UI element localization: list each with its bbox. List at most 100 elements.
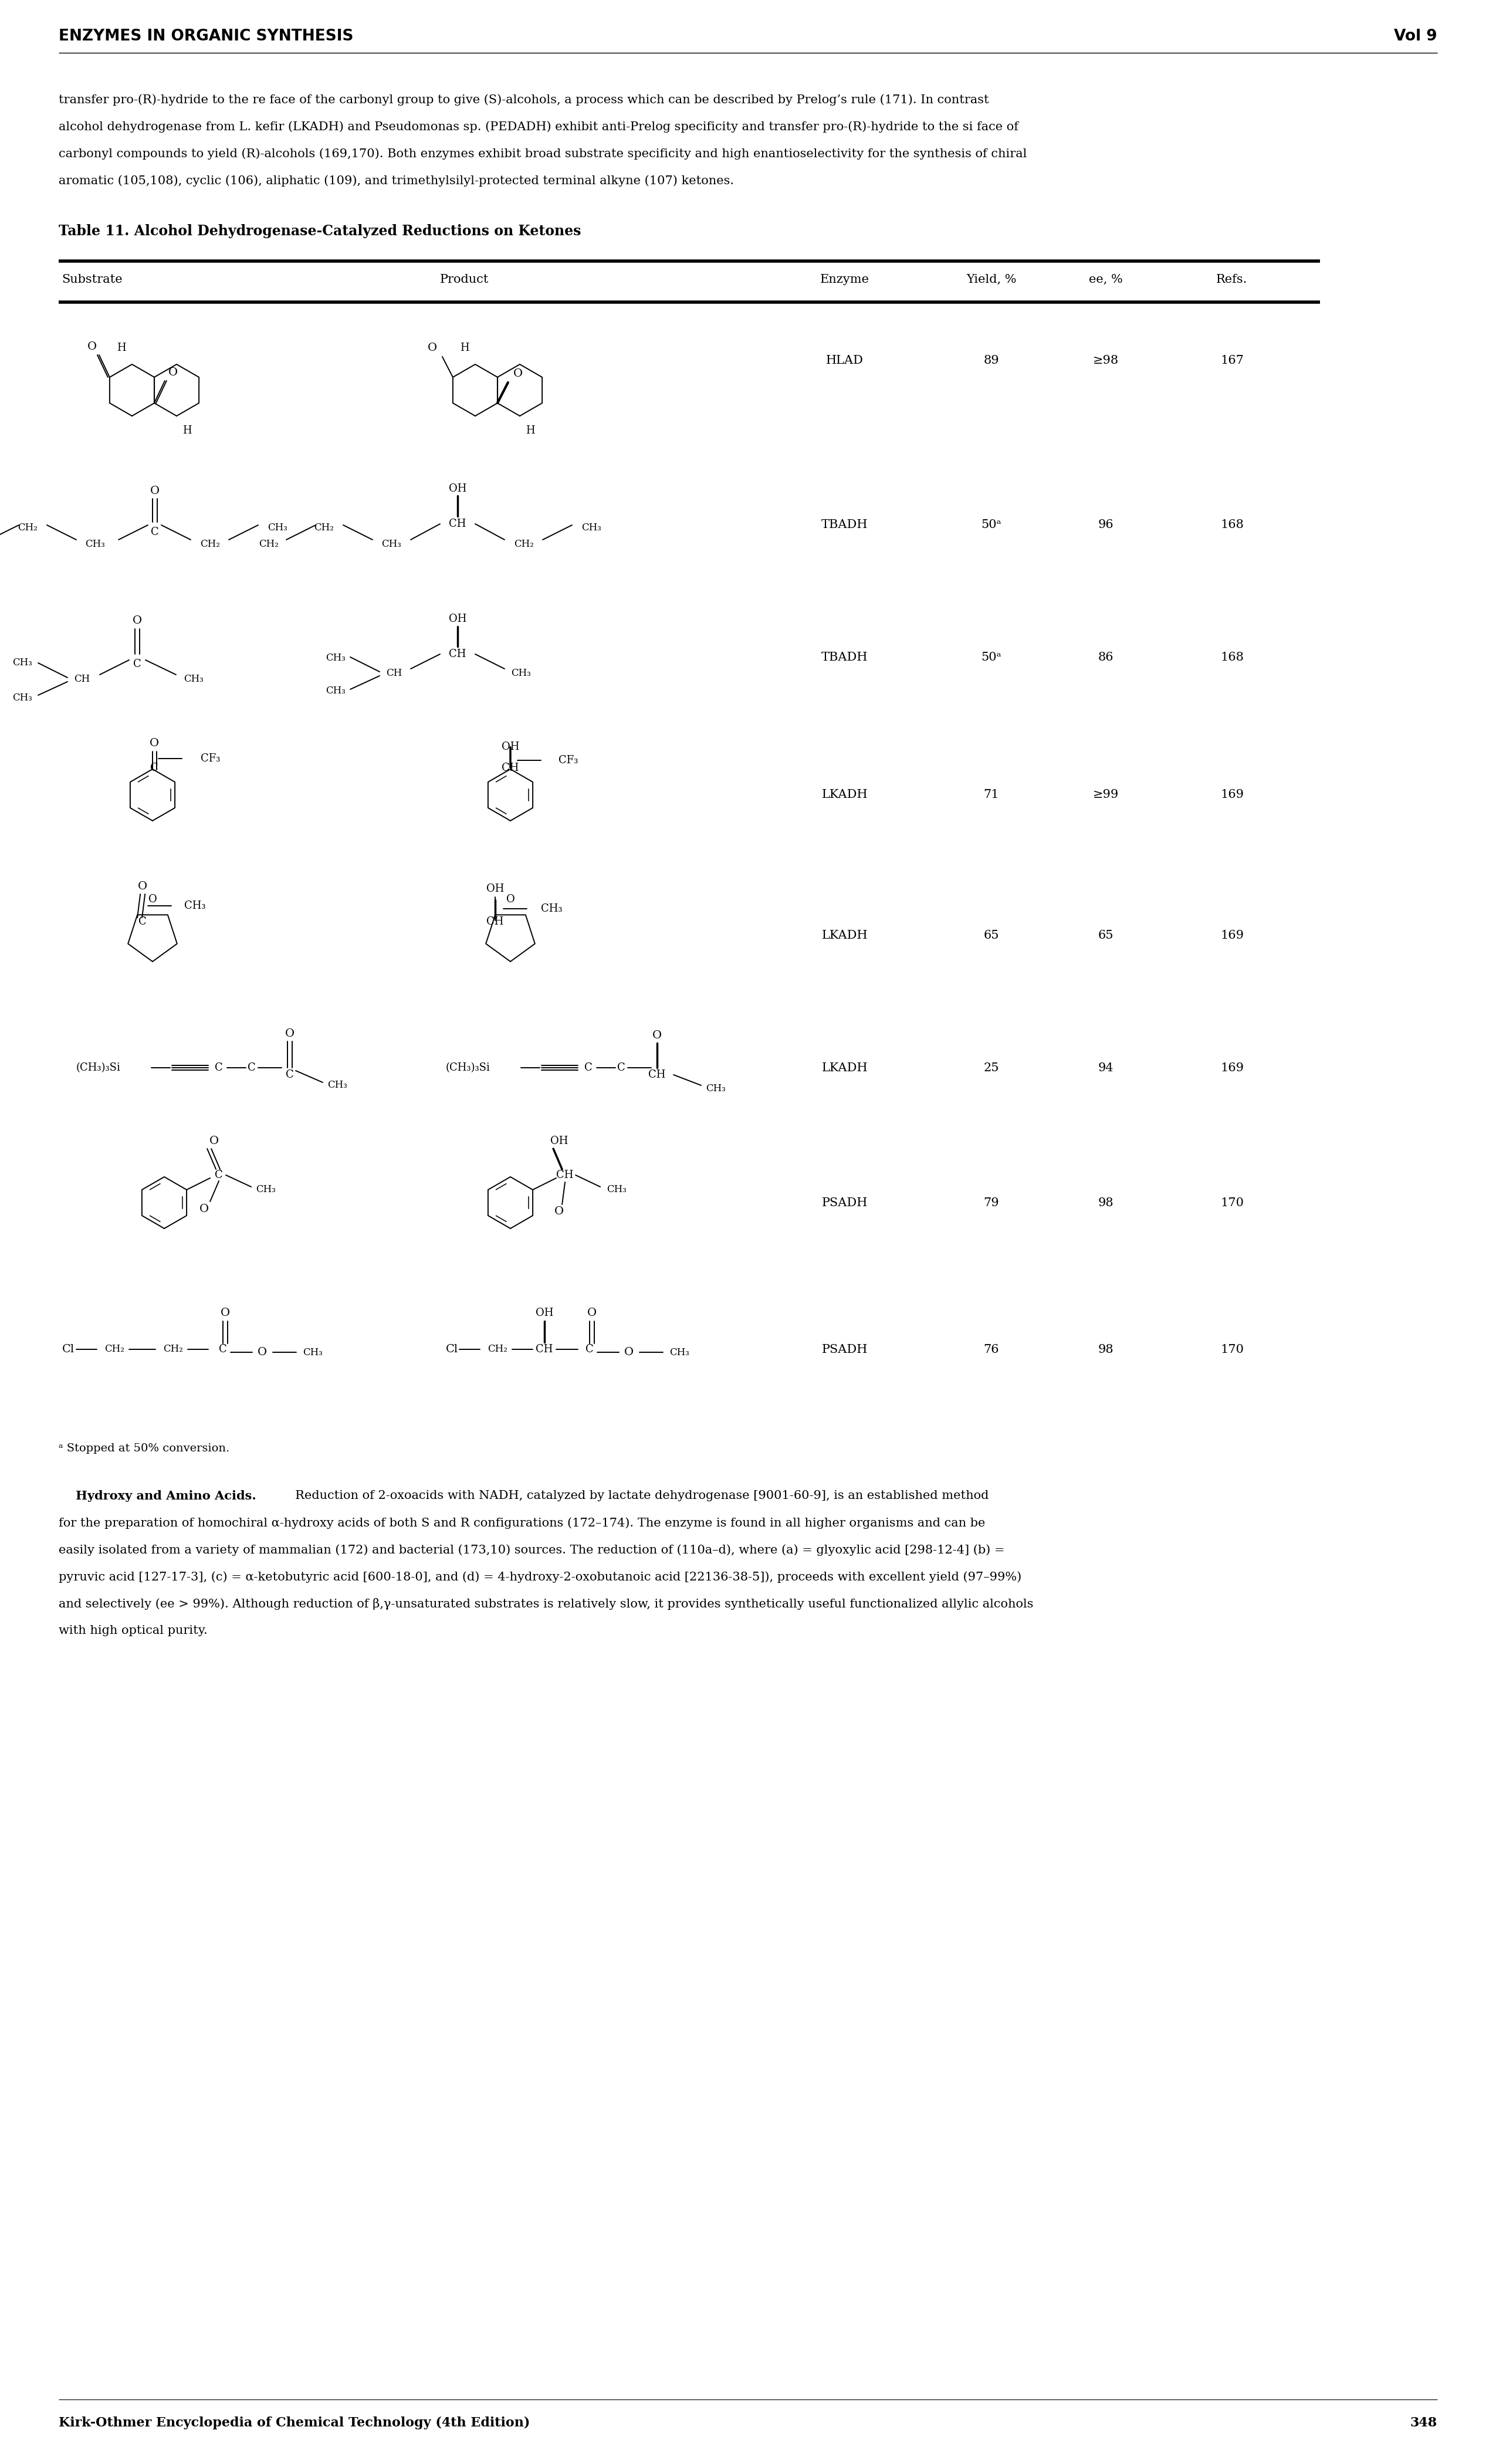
Text: O: O (428, 342, 437, 352)
Text: OH: OH (449, 483, 467, 493)
Text: OH: OH (486, 885, 504, 894)
Text: CH₃: CH₃ (256, 1185, 275, 1195)
Text: O: O (138, 882, 148, 892)
Text: PSADH: PSADH (821, 1198, 868, 1207)
Text: CH₃: CH₃ (12, 692, 33, 702)
Text: LKADH: LKADH (821, 788, 868, 801)
Text: pyruvic acid [127-17-3], (c) = α-ketobutyric acid [600-18-0], and (d) = 4-hydrox: pyruvic acid [127-17-3], (c) = α-ketobut… (58, 1572, 1022, 1582)
Text: 76: 76 (984, 1343, 999, 1355)
Text: 169: 169 (1221, 929, 1243, 941)
Text: CH₃: CH₃ (326, 685, 346, 695)
Text: CH₃: CH₃ (706, 1084, 726, 1094)
Text: for the preparation of homochiral α-hydroxy acids of both S and R configurations: for the preparation of homochiral α-hydr… (58, 1518, 986, 1528)
Text: C: C (215, 1062, 223, 1072)
Text: Hydroxy and Amino Acids.: Hydroxy and Amino Acids. (58, 1491, 256, 1503)
Text: LKADH: LKADH (821, 929, 868, 941)
Text: 50ᵃ: 50ᵃ (981, 520, 1002, 530)
Text: 168: 168 (1221, 520, 1243, 530)
Text: 65: 65 (984, 929, 999, 941)
Text: (CH₃)₃Si: (CH₃)₃Si (446, 1062, 491, 1072)
Text: Kirk-Othmer Encyclopedia of Chemical Technology (4th Edition): Kirk-Othmer Encyclopedia of Chemical Tec… (58, 2417, 530, 2430)
Text: 79: 79 (984, 1198, 999, 1207)
Text: CH₂: CH₂ (314, 522, 334, 532)
Text: CH₃: CH₃ (381, 540, 401, 549)
Text: 98: 98 (1098, 1198, 1113, 1207)
Text: O: O (209, 1136, 218, 1146)
Text: (CH₃)₃Si: (CH₃)₃Si (76, 1062, 121, 1072)
Text: OH: OH (536, 1308, 554, 1318)
Text: 71: 71 (984, 788, 999, 801)
Text: ≥98: ≥98 (1094, 355, 1119, 367)
Text: OH: OH (501, 742, 519, 752)
Text: 169: 169 (1221, 1062, 1243, 1074)
Text: C: C (139, 917, 147, 926)
Text: Yield, %: Yield, % (966, 274, 1017, 286)
Text: CH₃: CH₃ (268, 522, 287, 532)
Text: O: O (513, 370, 522, 379)
Text: O: O (220, 1308, 230, 1318)
Text: O: O (150, 485, 160, 495)
Text: 348: 348 (1411, 2417, 1438, 2430)
Text: CH: CH (449, 517, 467, 530)
Text: Reduction of 2-oxoacids with NADH, catalyzed by lactate dehydrogenase [9001-60-9: Reduction of 2-oxoacids with NADH, catal… (287, 1491, 989, 1501)
Text: PSADH: PSADH (821, 1343, 868, 1355)
Text: C: C (618, 1062, 625, 1072)
Text: CH: CH (386, 668, 402, 678)
Text: ee, %: ee, % (1089, 274, 1123, 286)
Text: H: H (525, 426, 536, 436)
Text: CF₃: CF₃ (200, 754, 220, 764)
Text: C: C (133, 658, 141, 670)
Text: CH: CH (75, 675, 90, 685)
Text: aromatic (105,108), cyclic (106), aliphatic (109), and trimethylsilyl-protected : aromatic (105,108), cyclic (106), alipha… (58, 175, 735, 187)
Text: CH: CH (501, 764, 519, 774)
Text: O: O (168, 367, 178, 377)
Text: with high optical purity.: with high optical purity. (58, 1626, 208, 1636)
Text: C: C (218, 1343, 227, 1355)
Text: CH: CH (536, 1343, 554, 1355)
Text: CH₃: CH₃ (302, 1348, 323, 1358)
Text: O: O (133, 616, 142, 626)
Text: CH₃: CH₃ (607, 1185, 627, 1195)
Text: TBADH: TBADH (821, 520, 868, 530)
Text: CH₃: CH₃ (326, 653, 346, 663)
Text: CH₂: CH₂ (488, 1345, 507, 1355)
Text: CH: CH (648, 1069, 666, 1079)
Text: CH₃: CH₃ (512, 668, 531, 678)
Text: Table 11. Alcohol Dehydrogenase-Catalyzed Reductions on Ketones: Table 11. Alcohol Dehydrogenase-Catalyze… (58, 224, 580, 239)
Text: CH₂: CH₂ (18, 522, 37, 532)
Text: easily isolated from a variety of mammalian (172) and bacterial (173,10) sources: easily isolated from a variety of mammal… (58, 1545, 1005, 1555)
Text: O: O (652, 1030, 661, 1040)
Text: CH: CH (486, 917, 504, 926)
Text: CH: CH (449, 648, 467, 660)
Text: OH: OH (449, 614, 467, 623)
Text: C: C (585, 1343, 594, 1355)
Text: CH₂: CH₂ (163, 1345, 183, 1355)
Text: O: O (257, 1348, 266, 1358)
Text: 94: 94 (1098, 1062, 1113, 1074)
Text: 170: 170 (1221, 1343, 1243, 1355)
Text: 86: 86 (1098, 650, 1113, 663)
Text: O: O (555, 1207, 564, 1217)
Text: Cl: Cl (63, 1343, 75, 1355)
Text: 89: 89 (984, 355, 999, 367)
Text: CH₂: CH₂ (259, 540, 278, 549)
Text: 25: 25 (984, 1062, 999, 1074)
Text: O: O (87, 342, 97, 352)
Text: CH₃: CH₃ (12, 658, 33, 668)
Text: Vol 9: Vol 9 (1394, 30, 1438, 44)
Text: H: H (183, 426, 191, 436)
Text: Product: Product (440, 274, 489, 286)
Text: CH₃: CH₃ (184, 675, 203, 685)
Text: LKADH: LKADH (821, 1062, 868, 1074)
Text: H: H (117, 342, 126, 352)
Text: C: C (585, 1062, 592, 1072)
Text: CH₃: CH₃ (582, 522, 601, 532)
Text: 98: 98 (1098, 1343, 1113, 1355)
Text: CH: CH (557, 1170, 573, 1180)
Text: 167: 167 (1221, 355, 1243, 367)
Text: O: O (150, 739, 159, 749)
Text: O: O (506, 894, 515, 904)
Text: 96: 96 (1098, 520, 1113, 530)
Text: CH₂: CH₂ (105, 1345, 124, 1355)
Text: C: C (248, 1062, 256, 1072)
